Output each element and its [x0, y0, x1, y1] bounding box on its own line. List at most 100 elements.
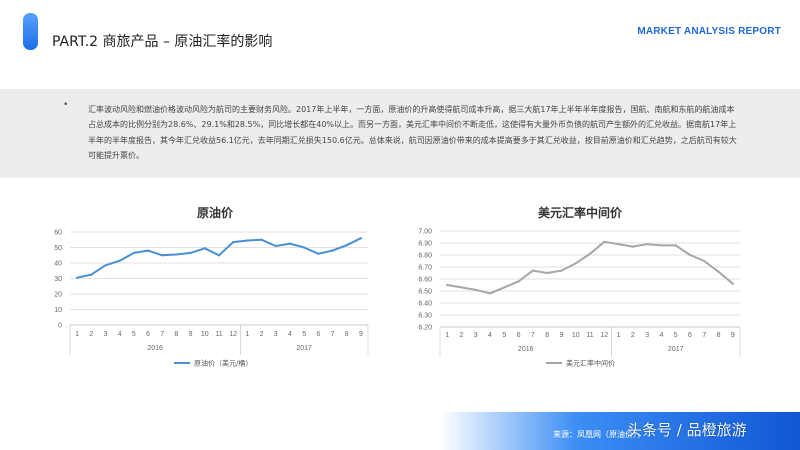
data-point [345, 244, 348, 247]
y-tick-label: 6.70 [418, 265, 432, 272]
x-tick-label: 11 [215, 331, 222, 338]
legend-label: 原油价（美元/桶） [194, 359, 252, 368]
data-point [359, 237, 363, 240]
y-tick-label: 7.00 [418, 229, 432, 236]
y-tick-label: 6.30 [418, 313, 432, 320]
x-tick-label: 10 [572, 332, 580, 339]
data-point [446, 283, 449, 287]
x-tick-label: 8 [717, 332, 721, 339]
x-tick-label: 5 [132, 331, 136, 338]
data-point [104, 264, 107, 267]
x-tick-label: 1 [617, 332, 621, 339]
data-point [146, 249, 150, 252]
x-tick-label: 5 [674, 332, 678, 339]
data-point [217, 254, 221, 257]
x-tick-label: 9 [731, 332, 735, 339]
x-tick-label: 11 [586, 332, 593, 339]
data-point [75, 276, 79, 279]
x-group-label: 2017 [668, 346, 684, 353]
x-tick-label: 7 [531, 332, 535, 339]
x-group-label: 2017 [296, 345, 312, 352]
x-tick-label: 4 [288, 331, 292, 338]
data-point [717, 270, 720, 273]
data-point [274, 244, 277, 248]
data-point [488, 292, 492, 295]
series-line [76, 237, 362, 279]
data-point [531, 269, 534, 272]
data-point [474, 288, 477, 291]
data-point [731, 282, 734, 285]
x-tick-label: 6 [517, 332, 521, 339]
x-tick-label: 8 [345, 331, 349, 338]
x-tick-label: 7 [702, 332, 706, 339]
report-label: MARKET ANALYSIS REPORT [637, 26, 781, 37]
data-point [660, 244, 663, 247]
chart-title: 美元汇率中间价 [538, 205, 623, 220]
x-tick-label: 10 [201, 331, 209, 338]
legend-label: 美元汇率中间价 [566, 359, 615, 368]
footer-source: 来源：凤凰网（原油价）， [553, 430, 645, 439]
data-point [460, 286, 463, 289]
data-point [246, 239, 249, 242]
x-tick-label: 6 [316, 331, 320, 338]
data-point [303, 246, 306, 249]
footer-band [0, 412, 800, 450]
page-title: PART.2 商旅产品 – 原油汇率的影响 [52, 34, 273, 50]
x-tick-label: 4 [659, 332, 663, 339]
watermark-text: 头条号 / 品橙旅游 [627, 421, 747, 439]
data-point [118, 259, 121, 262]
x-tick-label: 3 [645, 332, 649, 339]
x-group-label: 2016 [518, 346, 534, 353]
x-tick-label: 2 [89, 331, 93, 338]
x-tick-label: 12 [229, 331, 237, 338]
y-tick-label: 10 [54, 307, 62, 314]
bullet-mark: • [63, 100, 69, 110]
x-tick-label: 3 [104, 331, 108, 338]
y-tick-label: 6.80 [418, 253, 432, 260]
data-point [646, 243, 649, 246]
summary-band [0, 89, 800, 178]
data-point [161, 254, 164, 257]
y-tick-label: 0 [58, 323, 62, 330]
y-tick-label: 40 [54, 261, 62, 268]
data-point [203, 247, 206, 250]
x-tick-label: 5 [302, 331, 306, 338]
x-tick-label: 1 [245, 331, 249, 338]
data-point [132, 251, 135, 255]
x-tick-label: 6 [146, 331, 150, 338]
data-point [588, 252, 592, 255]
x-tick-label: 7 [160, 331, 164, 338]
data-point [688, 253, 692, 257]
x-tick-label: 7 [331, 331, 335, 338]
data-point [603, 240, 606, 243]
usd-rate-chart: 美元汇率中间价 6.20 6.30 6.40 6.50 6.60 6.70 6.80 6.90 7… [418, 205, 741, 368]
data-point [703, 259, 706, 263]
x-tick-label: 2 [459, 332, 463, 339]
data-point [574, 262, 577, 265]
data-point [175, 253, 178, 256]
data-point [288, 242, 292, 245]
x-tick-label: 8 [174, 331, 178, 338]
chart-title: 原油价 [197, 205, 234, 220]
data-point [317, 252, 320, 255]
data-point [503, 286, 506, 289]
y-tick-label: 6.60 [418, 277, 432, 284]
series-line [446, 240, 734, 295]
data-point [546, 271, 549, 275]
data-point [517, 280, 520, 283]
y-tick-label: 60 [54, 230, 62, 237]
x-tick-label: 12 [600, 332, 608, 339]
x-tick-label: 3 [474, 332, 478, 339]
x-tick-label: 9 [559, 332, 563, 339]
y-tick-label: 6.50 [418, 289, 432, 296]
x-tick-label: 4 [118, 331, 122, 338]
x-tick-label: 2 [631, 332, 635, 339]
data-point [617, 243, 620, 246]
x-tick-label: 1 [445, 332, 449, 339]
x-tick-label: 9 [359, 331, 363, 338]
x-tick-label: 5 [502, 332, 506, 339]
x-tick-label: 6 [688, 332, 692, 339]
data-point [331, 249, 334, 252]
data-point [232, 240, 235, 244]
data-point [90, 273, 93, 276]
